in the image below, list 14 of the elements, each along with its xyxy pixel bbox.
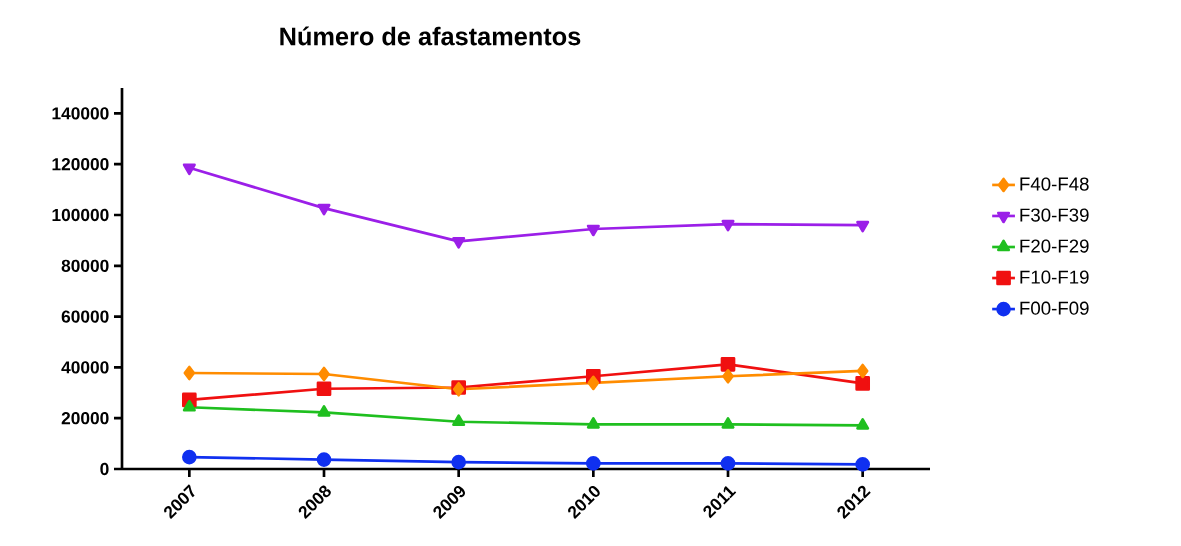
y-tick-label: 20000	[61, 412, 109, 425]
chart-title: Número de afastamentos	[280, 26, 581, 46]
y-tick-label: 80000	[61, 259, 109, 272]
legend-label: F40-F48	[1020, 177, 1089, 191]
y-tick-label: 100000	[52, 208, 109, 222]
legend-label: F20-F29	[1020, 239, 1089, 253]
y-tick-label: 40000	[61, 361, 109, 374]
legend-label: F10-F19	[1020, 270, 1089, 284]
y-tick-label: 140000	[52, 107, 109, 120]
y-tick-label: 120000	[52, 158, 109, 171]
legend-label: F30-F39	[1020, 208, 1089, 222]
legend-label: F00-F09	[1020, 301, 1089, 315]
y-tick-label: 0	[100, 462, 109, 476]
y-tick-label: 60000	[61, 310, 109, 323]
